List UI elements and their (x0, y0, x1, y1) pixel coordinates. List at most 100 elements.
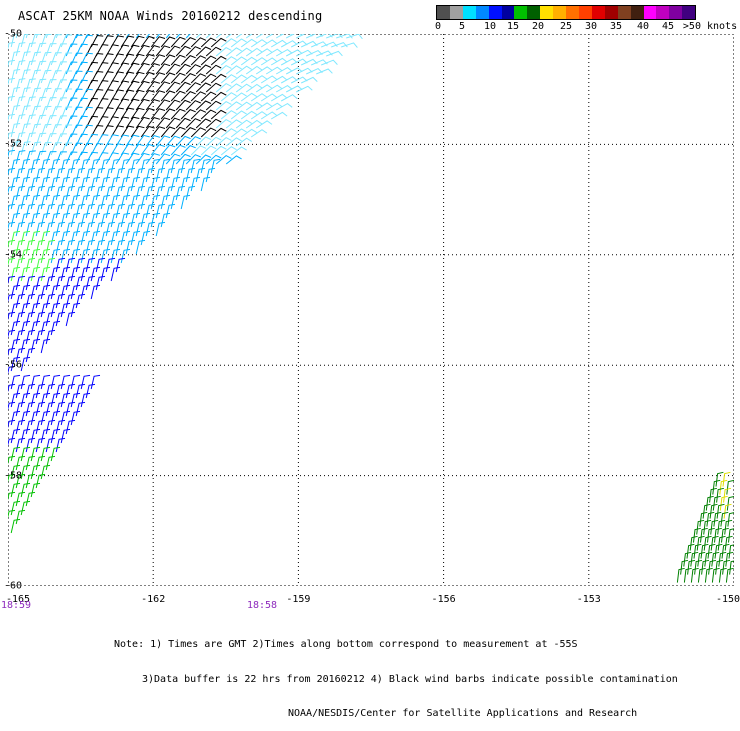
longitude-label: -162 (141, 594, 166, 605)
wind-barb (714, 543, 723, 559)
wind-barb (150, 36, 166, 48)
wind-barb (55, 61, 67, 75)
wind-barb (95, 152, 109, 165)
wind-barb (700, 527, 708, 543)
wind-barb (110, 89, 124, 102)
wind-barb (95, 134, 109, 147)
scale-label: 15 (506, 21, 520, 32)
scale-swatch (630, 6, 644, 19)
wind-barb (60, 124, 73, 138)
wind-barb (40, 69, 52, 84)
wind-barb (95, 44, 109, 57)
wind-barb (709, 503, 718, 519)
wind-barb (220, 128, 237, 138)
wind-barb (185, 46, 201, 57)
wind-barb (255, 48, 273, 57)
wind-barb (155, 34, 161, 39)
wind-barb (80, 106, 93, 120)
wind-barb (25, 491, 36, 507)
scale-swatch (682, 6, 696, 19)
note-line-1: Note: 1) Times are GMT 2)Times along bot… (114, 639, 578, 650)
wind-barb (285, 67, 303, 75)
wind-barb (180, 73, 196, 84)
wind-barb (275, 48, 293, 57)
wind-barb (726, 479, 734, 495)
wind-barb (150, 90, 166, 102)
wind-barb (696, 535, 705, 551)
wind-barb (215, 64, 232, 75)
wind-barb (155, 99, 171, 111)
longitude-label: -153 (576, 594, 601, 605)
wind-barb (205, 82, 222, 93)
scale-swatch (617, 6, 631, 19)
wind-barb (718, 567, 727, 583)
wind-barb (135, 80, 150, 93)
scale-swatch (475, 6, 489, 19)
notes-block: Note: 1) Times are GMT 2)Times along bot… (114, 616, 678, 731)
wind-barb (50, 88, 62, 102)
wind-barb (100, 143, 114, 156)
wind-barb (245, 83, 263, 93)
wind-barb (95, 62, 109, 75)
wind-barb (723, 487, 732, 503)
wind-barb (160, 36, 176, 48)
wind-barb (215, 34, 222, 39)
wind-barb (683, 567, 692, 583)
wind-barb (200, 91, 217, 102)
wind-barb (270, 93, 288, 102)
wind-barb (230, 146, 247, 156)
wind-barb (230, 110, 247, 120)
wind-barb (160, 144, 176, 156)
wind-barb (125, 152, 140, 165)
wind-barb (100, 35, 114, 48)
wind-barb (115, 152, 130, 165)
wind-barb (105, 134, 119, 147)
wind-barb (175, 81, 191, 93)
wind-barb (714, 527, 722, 543)
wind-barb (125, 98, 140, 111)
wind-barb (75, 61, 88, 75)
wind-barb (280, 94, 298, 102)
wind-barb (125, 80, 140, 93)
wind-barb (235, 101, 252, 111)
wind-barb (185, 34, 191, 39)
wind-barb (210, 127, 227, 138)
wind-barb (85, 97, 99, 111)
wind-barb (690, 551, 699, 567)
wind-barb (160, 108, 176, 120)
wind-barb (40, 464, 51, 480)
wind-map-plot[interactable] (8, 34, 734, 586)
wind-barb (145, 63, 161, 75)
scale-swatch (540, 6, 554, 19)
wind-barb (60, 142, 73, 156)
wind-barb (120, 125, 135, 138)
wind-barb (341, 42, 358, 48)
wind-barb (70, 70, 83, 84)
wind-barb (165, 45, 181, 57)
scale-swatch (591, 6, 605, 19)
wind-barb (100, 89, 114, 102)
wind-barb (10, 518, 21, 534)
wind-barb (105, 44, 119, 57)
wind-barb (230, 38, 247, 48)
wind-barb (185, 82, 201, 93)
wind-barb (135, 62, 150, 75)
wind-barb (680, 559, 689, 575)
wind-barb (260, 39, 278, 48)
wind-barb (85, 43, 99, 57)
wind-barb (195, 136, 212, 147)
wind-barb (205, 64, 222, 75)
wind-barb (80, 52, 93, 66)
time-label: 18:58 (246, 600, 278, 611)
wind-barb (250, 111, 268, 120)
wind-barb (285, 34, 303, 39)
wind-barb (75, 293, 86, 309)
wind-barb (75, 34, 79, 39)
wind-barb (686, 543, 695, 559)
scale-label: >50 knots (682, 21, 738, 32)
wind-barb (275, 102, 293, 111)
wind-barb (155, 63, 171, 75)
wind-barb (255, 84, 273, 93)
latitude-label: -52 (4, 138, 23, 150)
wind-barb (705, 495, 714, 511)
